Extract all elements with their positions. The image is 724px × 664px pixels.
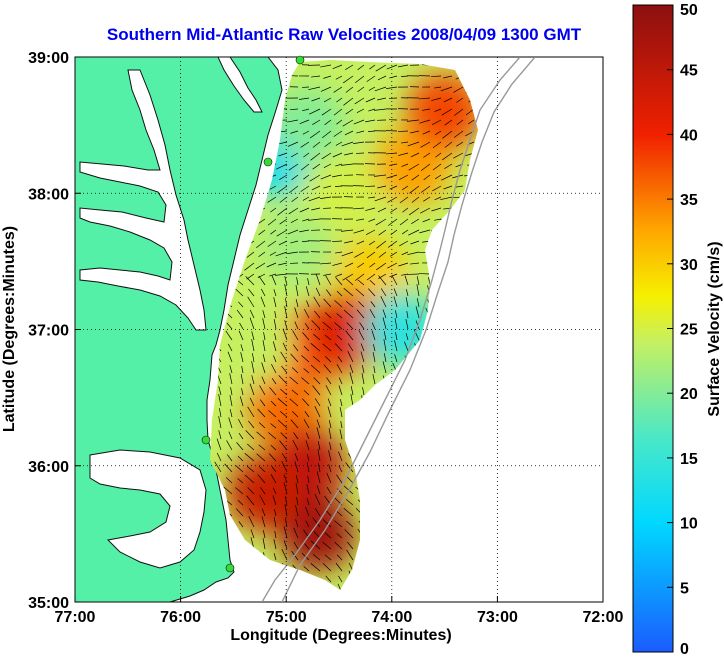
speed-cell: [217, 305, 293, 381]
y-axis-label: Latitude (Degrees:Minutes): [1, 226, 18, 432]
colorbar-tick-label: 25: [680, 322, 698, 339]
colorbar-tick-label: 10: [680, 516, 698, 533]
colorbar-tick-label: 35: [680, 192, 698, 209]
colorbar-label: Surface Velocity (cm/s): [706, 241, 723, 416]
y-tick-label: 39:00: [28, 50, 69, 67]
x-tick-label: 74:00: [371, 609, 412, 626]
colorbar-tick-label: 15: [680, 451, 698, 468]
y-tick-label: 38:00: [28, 186, 69, 203]
y-tick-label: 35:00: [28, 595, 69, 612]
chart-title: Southern Mid-Atlantic Raw Velocities 200…: [107, 25, 582, 44]
y-tick-label: 36:00: [28, 459, 69, 476]
station-marker: [296, 56, 304, 64]
colorbar-tick-label: 0: [680, 641, 689, 658]
colorbar-tick-label: 45: [680, 63, 698, 80]
x-tick-label: 76:00: [160, 609, 201, 626]
station-marker: [202, 436, 210, 444]
colorbar-tick-label: 40: [680, 127, 698, 144]
y-axis: 39:00 38:00 37:00 36:00 35:00: [28, 50, 81, 612]
colorbar-tick-label: 20: [680, 386, 698, 403]
y-tick-label: 37:00: [28, 323, 69, 340]
colorbar-tick-label: 5: [680, 580, 689, 597]
station-marker: [264, 158, 272, 166]
colorbar-tick-label: 30: [680, 257, 698, 274]
x-tick-label: 75:00: [266, 609, 307, 626]
speed-cell: [227, 455, 303, 531]
x-tick-label: 73:00: [477, 609, 518, 626]
x-axis-label: Longitude (Degrees:Minutes): [230, 627, 451, 644]
x-tick-label: 72:00: [583, 609, 624, 626]
station-marker: [226, 564, 234, 572]
speed-cell: [259, 210, 335, 286]
colorbar-tick-label: 50: [680, 2, 698, 19]
